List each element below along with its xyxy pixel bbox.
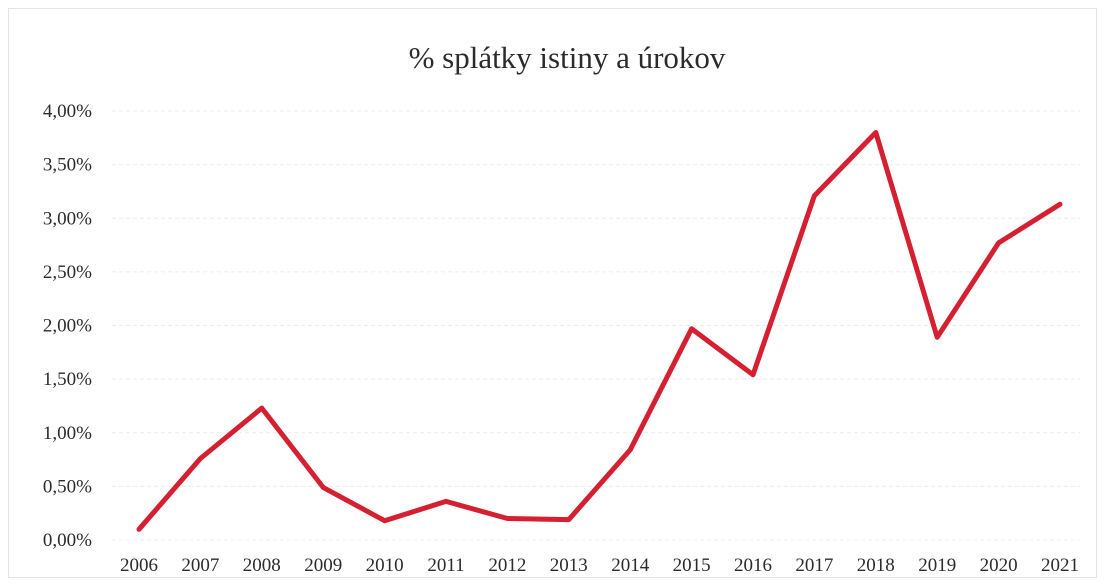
y-tick-label: 3,50% <box>43 155 92 176</box>
series-line <box>136 130 1063 532</box>
y-tick-label: 4,00% <box>43 101 92 122</box>
x-tick-label: 2014 <box>611 555 650 576</box>
y-tick-label: 2,50% <box>43 262 92 283</box>
x-tick-label: 2018 <box>857 555 895 576</box>
x-tick-label: 2019 <box>918 555 956 576</box>
y-tick-label: 1,00% <box>43 423 92 444</box>
y-tick-label: 1,50% <box>43 369 92 390</box>
chart-title: % splátky istiny a úrokov <box>409 40 726 75</box>
x-tick-label: 2021 <box>1041 555 1079 576</box>
x-tick-label: 2006 <box>120 555 158 576</box>
y-tick-label: 3,00% <box>43 208 92 229</box>
x-tick-label: 2013 <box>550 555 588 576</box>
x-tick-label: 2008 <box>243 555 281 576</box>
x-tick-label: 2007 <box>181 555 219 576</box>
x-tick-label: 2009 <box>304 555 342 576</box>
chart-frame <box>8 8 1097 578</box>
y-tick-label: 0,50% <box>43 476 92 497</box>
x-tick-label: 2012 <box>488 555 526 576</box>
x-tick-label: 2017 <box>795 555 833 576</box>
series-group <box>136 130 1063 532</box>
x-axis-ticks: 2006 2007 2008 2009 2010 2011 2012 2013 2014 2015… <box>120 555 1079 576</box>
y-tick-label: 2,00% <box>43 316 92 337</box>
y-tick-label: 0,00% <box>43 530 92 551</box>
x-tick-label: 2015 <box>673 555 711 576</box>
y-axis-ticks: 0,00% 0,50% 1,00% 1,50% 2,00% 2,50% 3,00% 3,50%… <box>43 101 92 551</box>
x-tick-label: 2010 <box>366 555 404 576</box>
x-tick-label: 2020 <box>980 555 1018 576</box>
x-tick-label: 2011 <box>427 555 464 576</box>
x-tick-label: 2016 <box>734 555 772 576</box>
